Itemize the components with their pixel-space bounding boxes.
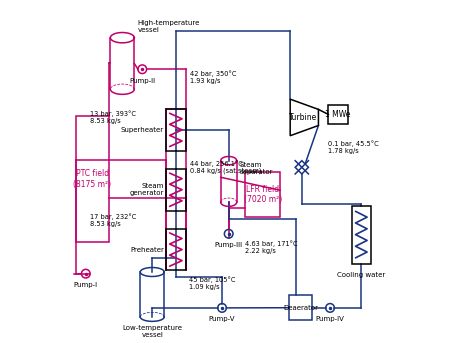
Bar — [165, 229, 186, 270]
Text: Pump-I: Pump-I — [74, 282, 98, 288]
Text: 4.63 bar, 171°C
2.22 kg/s: 4.63 bar, 171°C 2.22 kg/s — [246, 240, 298, 254]
Bar — [246, 172, 280, 217]
Text: Pump-II: Pump-II — [129, 78, 155, 84]
Text: 44 bar, 256.1°C
0.84 kg/s (sat.steam): 44 bar, 256.1°C 0.84 kg/s (sat.steam) — [191, 160, 262, 174]
Text: Cooling water: Cooling water — [337, 272, 385, 278]
Text: 42 bar, 350°C
1.93 kg/s: 42 bar, 350°C 1.93 kg/s — [191, 71, 237, 84]
Text: Steam
separator: Steam separator — [240, 163, 273, 176]
Text: 0.1 bar, 45.5°C
1.78 kg/s: 0.1 bar, 45.5°C 1.78 kg/s — [328, 141, 379, 154]
Text: Low-temperature
vessel: Low-temperature vessel — [122, 325, 182, 338]
Bar — [328, 105, 347, 124]
Text: 13 bar, 393°C
8.53 kg/s: 13 bar, 393°C 8.53 kg/s — [90, 110, 136, 124]
Text: Preheater: Preheater — [130, 247, 164, 252]
Text: 1 MWe: 1 MWe — [325, 110, 351, 119]
Text: Turbine: Turbine — [289, 113, 317, 122]
Bar — [289, 295, 312, 320]
Text: Pump-IV: Pump-IV — [316, 316, 345, 322]
Text: PTC field
(8175 m²): PTC field (8175 m²) — [73, 169, 111, 189]
Text: 45 bar, 105°C
1.09 kg/s: 45 bar, 105°C 1.09 kg/s — [189, 277, 235, 291]
Text: Pump-V: Pump-V — [209, 316, 235, 322]
Text: High-temperature
vessel: High-temperature vessel — [137, 20, 200, 33]
Text: Superheater: Superheater — [121, 127, 164, 133]
Text: LFR field
(7020 m²): LFR field (7020 m²) — [244, 185, 282, 204]
Text: 17 bar, 232°C
8.53 kg/s: 17 bar, 232°C 8.53 kg/s — [90, 214, 137, 227]
Bar — [165, 169, 186, 211]
Text: Deaerator: Deaerator — [283, 305, 318, 311]
Text: Steam
generator: Steam generator — [129, 183, 164, 196]
Bar — [76, 116, 109, 242]
Text: Pump-III: Pump-III — [215, 242, 243, 248]
Bar — [165, 109, 186, 151]
Bar — [352, 205, 371, 264]
